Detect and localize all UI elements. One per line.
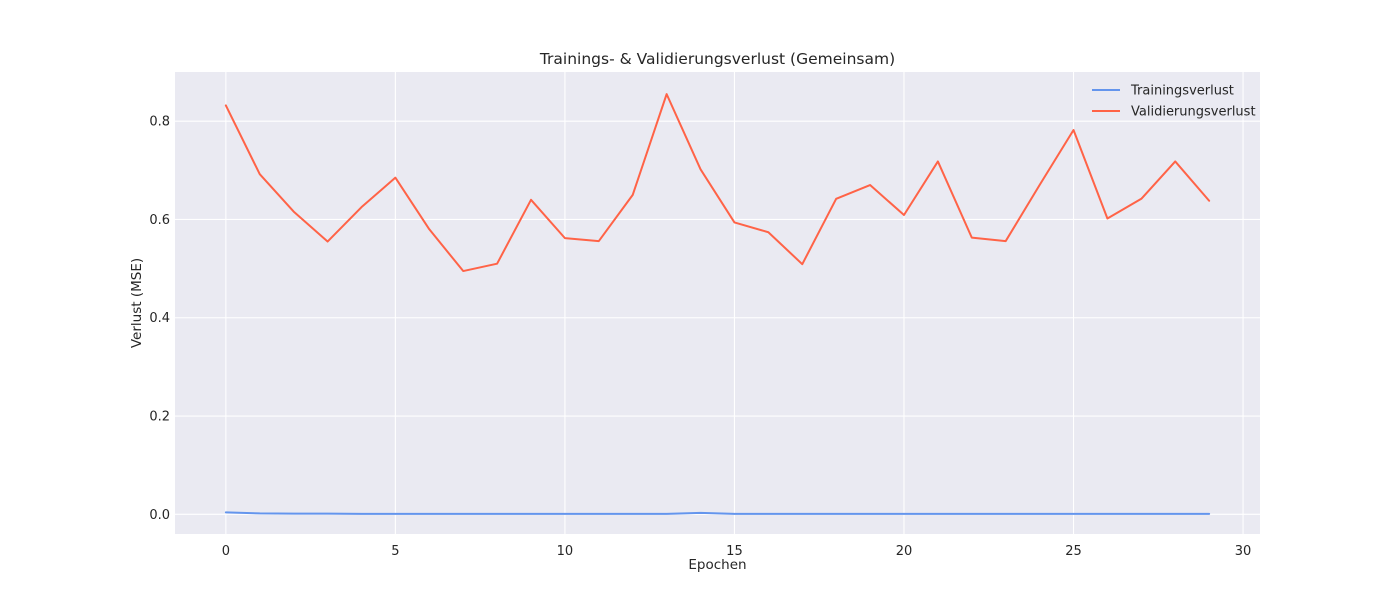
series-line-1 (224, 511, 1211, 515)
legend: Trainingsverlust Validierungsverlust (1092, 84, 1256, 120)
grid-lines (175, 72, 1260, 534)
legend-label: Trainingsverlust (1130, 84, 1234, 99)
x-tick-label: 15 (726, 544, 743, 559)
plot-background (175, 72, 1260, 534)
chart-title: Trainings- & Validierungsverlust (Gemein… (539, 50, 895, 68)
y-axis-ticks: 0.0 0.2 0.4 0.6 0.8 (149, 115, 170, 523)
series-line-2 (224, 93, 1211, 273)
y-tick-label: 0.2 (149, 410, 170, 425)
x-tick-label: 20 (896, 544, 913, 559)
x-tick-label: 30 (1235, 544, 1252, 559)
legend-label: Validierungsverlust (1131, 105, 1256, 120)
x-tick-label: 10 (557, 544, 574, 559)
x-tick-label: 25 (1065, 544, 1082, 559)
y-tick-label: 0.6 (149, 213, 170, 228)
y-tick-label: 0.0 (149, 508, 170, 523)
y-axis-label: Verlust (MSE) (129, 258, 145, 348)
y-tick-label: 0.8 (149, 115, 170, 130)
x-axis-ticks: 0 5 10 15 20 25 30 (222, 544, 1252, 559)
y-tick-label: 0.4 (149, 311, 170, 326)
x-axis-label: Epochen (688, 557, 746, 573)
x-tick-label: 5 (391, 544, 399, 559)
series-lines (224, 93, 1211, 515)
x-tick-label: 0 (222, 544, 230, 559)
